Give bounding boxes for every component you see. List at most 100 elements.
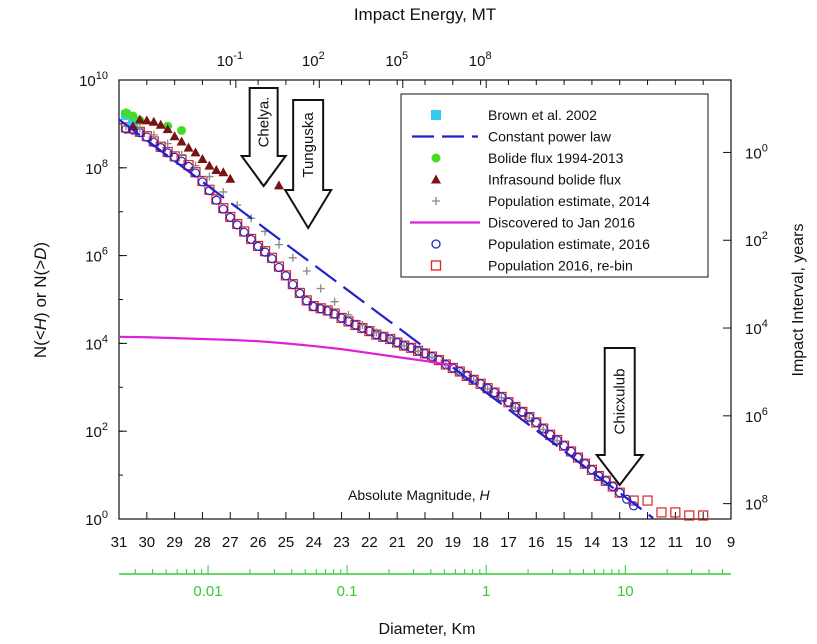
bottom-tick-label: 28 (194, 534, 211, 551)
population-estimate-2016-point (329, 309, 340, 319)
bottom-tick-label: 26 (250, 534, 267, 551)
left-tick-label-base: 10 (85, 424, 102, 441)
infrasound-bolide-flux-point (273, 180, 284, 190)
left-axis-title-e: ) (31, 242, 50, 248)
population-estimate-2016-point (594, 471, 604, 481)
bottom-tick-label: 29 (166, 534, 183, 551)
population-estimate-2014-point (316, 284, 325, 293)
population-2016-re-bin-point (698, 510, 709, 521)
top-tick-label-base: 10 (469, 53, 486, 70)
population-2016-re-bin-legend-label: Population 2016, re-bin (488, 258, 633, 274)
bottom-tick-label: 13 (611, 534, 628, 551)
left-tick-label: 108 (85, 158, 108, 178)
chelya-label: Chelya. (256, 97, 273, 148)
population-estimate-2016-point (281, 271, 291, 281)
chicxulub-arrow (594, 347, 645, 487)
left-tick-label-base: 10 (85, 161, 102, 178)
bottom-axis-title: Absolute Magnitude, H (348, 487, 491, 503)
brown-et-al-2002-legend-label: Brown et al. 2002 (488, 107, 597, 123)
bolide-flux-1994-2013-legend-marker (431, 153, 441, 163)
top-tick-label: 10-1 (217, 50, 243, 70)
bottom-tick-label: 16 (528, 534, 545, 551)
population-estimate-2016-point (274, 262, 284, 273)
population-estimate-2014-point (386, 334, 395, 343)
left-axis-title-b: H (31, 317, 50, 330)
population-estimate-2016-point (295, 288, 305, 298)
right-tick-label-exp: 2 (762, 230, 768, 242)
chicxulub-label: Chicxulub (612, 369, 629, 435)
population-estimate-2016-point (489, 387, 500, 398)
population-estimate-2014-point (497, 393, 506, 402)
infrasound-bolide-flux-point (141, 115, 152, 125)
bolide-flux-1994-2013-legend-label: Bolide flux 1994-2013 (488, 150, 624, 166)
right-axis-title: Impact Interval, years (790, 224, 807, 377)
population-estimate-2014-point (330, 297, 339, 306)
bottom-tick-label: 14 (584, 534, 601, 551)
bottom-tick-label: 19 (444, 534, 461, 551)
population-estimate-2016-point (225, 212, 235, 223)
diameter-axis-title: Diameter, Km (379, 621, 476, 638)
population-estimate-2014-point (483, 385, 492, 394)
population-estimate-2014-legend-marker (432, 197, 440, 205)
population-estimate-2016-point (622, 494, 632, 504)
bottom-tick-label: 30 (138, 534, 155, 551)
infrasound-bolide-flux-point (176, 136, 187, 146)
population-estimate-2014-point (344, 310, 353, 319)
infrasound-bolide-flux-point (204, 160, 215, 170)
diameter-tick-label: 1 (482, 583, 490, 600)
left-tick-label: 106 (85, 246, 108, 266)
population-estimate-2014-point (205, 172, 214, 181)
series (118, 108, 709, 521)
constant-power-law-legend-label: Constant power law (488, 129, 612, 145)
infrasound-bolide-flux-point (155, 119, 166, 129)
infrasound-bolide-flux-legend-marker (431, 174, 441, 184)
discovered-to-jan-2016-line (118, 335, 453, 367)
top-tick-label-exp: 8 (485, 50, 491, 62)
population-estimate-2014-point (302, 266, 311, 275)
infrasound-bolide-flux-point (218, 167, 229, 177)
infrasound-bolide-flux-point (225, 173, 236, 183)
bolide-flux-1994-2013-point (128, 111, 138, 121)
legend-box (400, 93, 709, 278)
bottom-axis-title-symbol: H (480, 487, 491, 503)
left-tick-label: 104 (85, 333, 108, 353)
infrasound-bolide-flux-point (134, 114, 145, 124)
diameter-tick-label: 10 (617, 583, 634, 600)
population-estimate-2016-point (197, 177, 208, 187)
bottom-tick-label: 24 (305, 534, 322, 551)
bottom-tick-label: 31 (111, 534, 128, 551)
population-2016-re-bin-point (684, 510, 695, 521)
left-tick-label-base: 10 (85, 249, 102, 266)
bottom-tick-label: 25 (278, 534, 295, 551)
population-estimate-2016-point (545, 430, 555, 440)
population-estimate-2016-point (587, 465, 597, 475)
infrasound-bolide-flux-point (169, 131, 180, 141)
population-estimate-2016-point (232, 220, 242, 230)
top-tick-label-base: 10 (302, 53, 319, 70)
constant-power-law-line (118, 118, 426, 349)
infrasound-bolide-flux-point (162, 124, 173, 134)
population-2016-re-bin-point (642, 495, 653, 506)
population-estimate-2014-point (219, 187, 228, 196)
population-estimate-2014-point (539, 425, 548, 434)
top-tick-label: 108 (469, 50, 492, 70)
population-estimate-2016-point (608, 481, 618, 492)
infrasound-bolide-flux-point (148, 116, 159, 126)
bolide-flux-1994-2013-point (121, 108, 131, 118)
infrasound-bolide-flux-point (190, 147, 201, 157)
population-estimate-2014-point (149, 130, 158, 139)
right-tick-label: 108 (745, 494, 768, 514)
population-estimate-2016-point (559, 441, 569, 451)
tunguska-arrow (283, 99, 333, 230)
right-tick-label-exp: 8 (762, 494, 768, 506)
right-tick-label: 102 (745, 230, 768, 250)
bottom-tick-label: 23 (333, 534, 350, 551)
annotations: Chelya. Tunguska Chicxulub (239, 87, 645, 487)
left-tick-label-base: 10 (79, 73, 96, 90)
diameter-tick-label: 0.1 (337, 583, 358, 600)
population-estimate-2016-point (253, 241, 263, 251)
right-tick-label: 104 (745, 318, 768, 338)
bottom-tick-label: 15 (556, 534, 573, 551)
right-tick-label-exp: 6 (762, 406, 768, 418)
